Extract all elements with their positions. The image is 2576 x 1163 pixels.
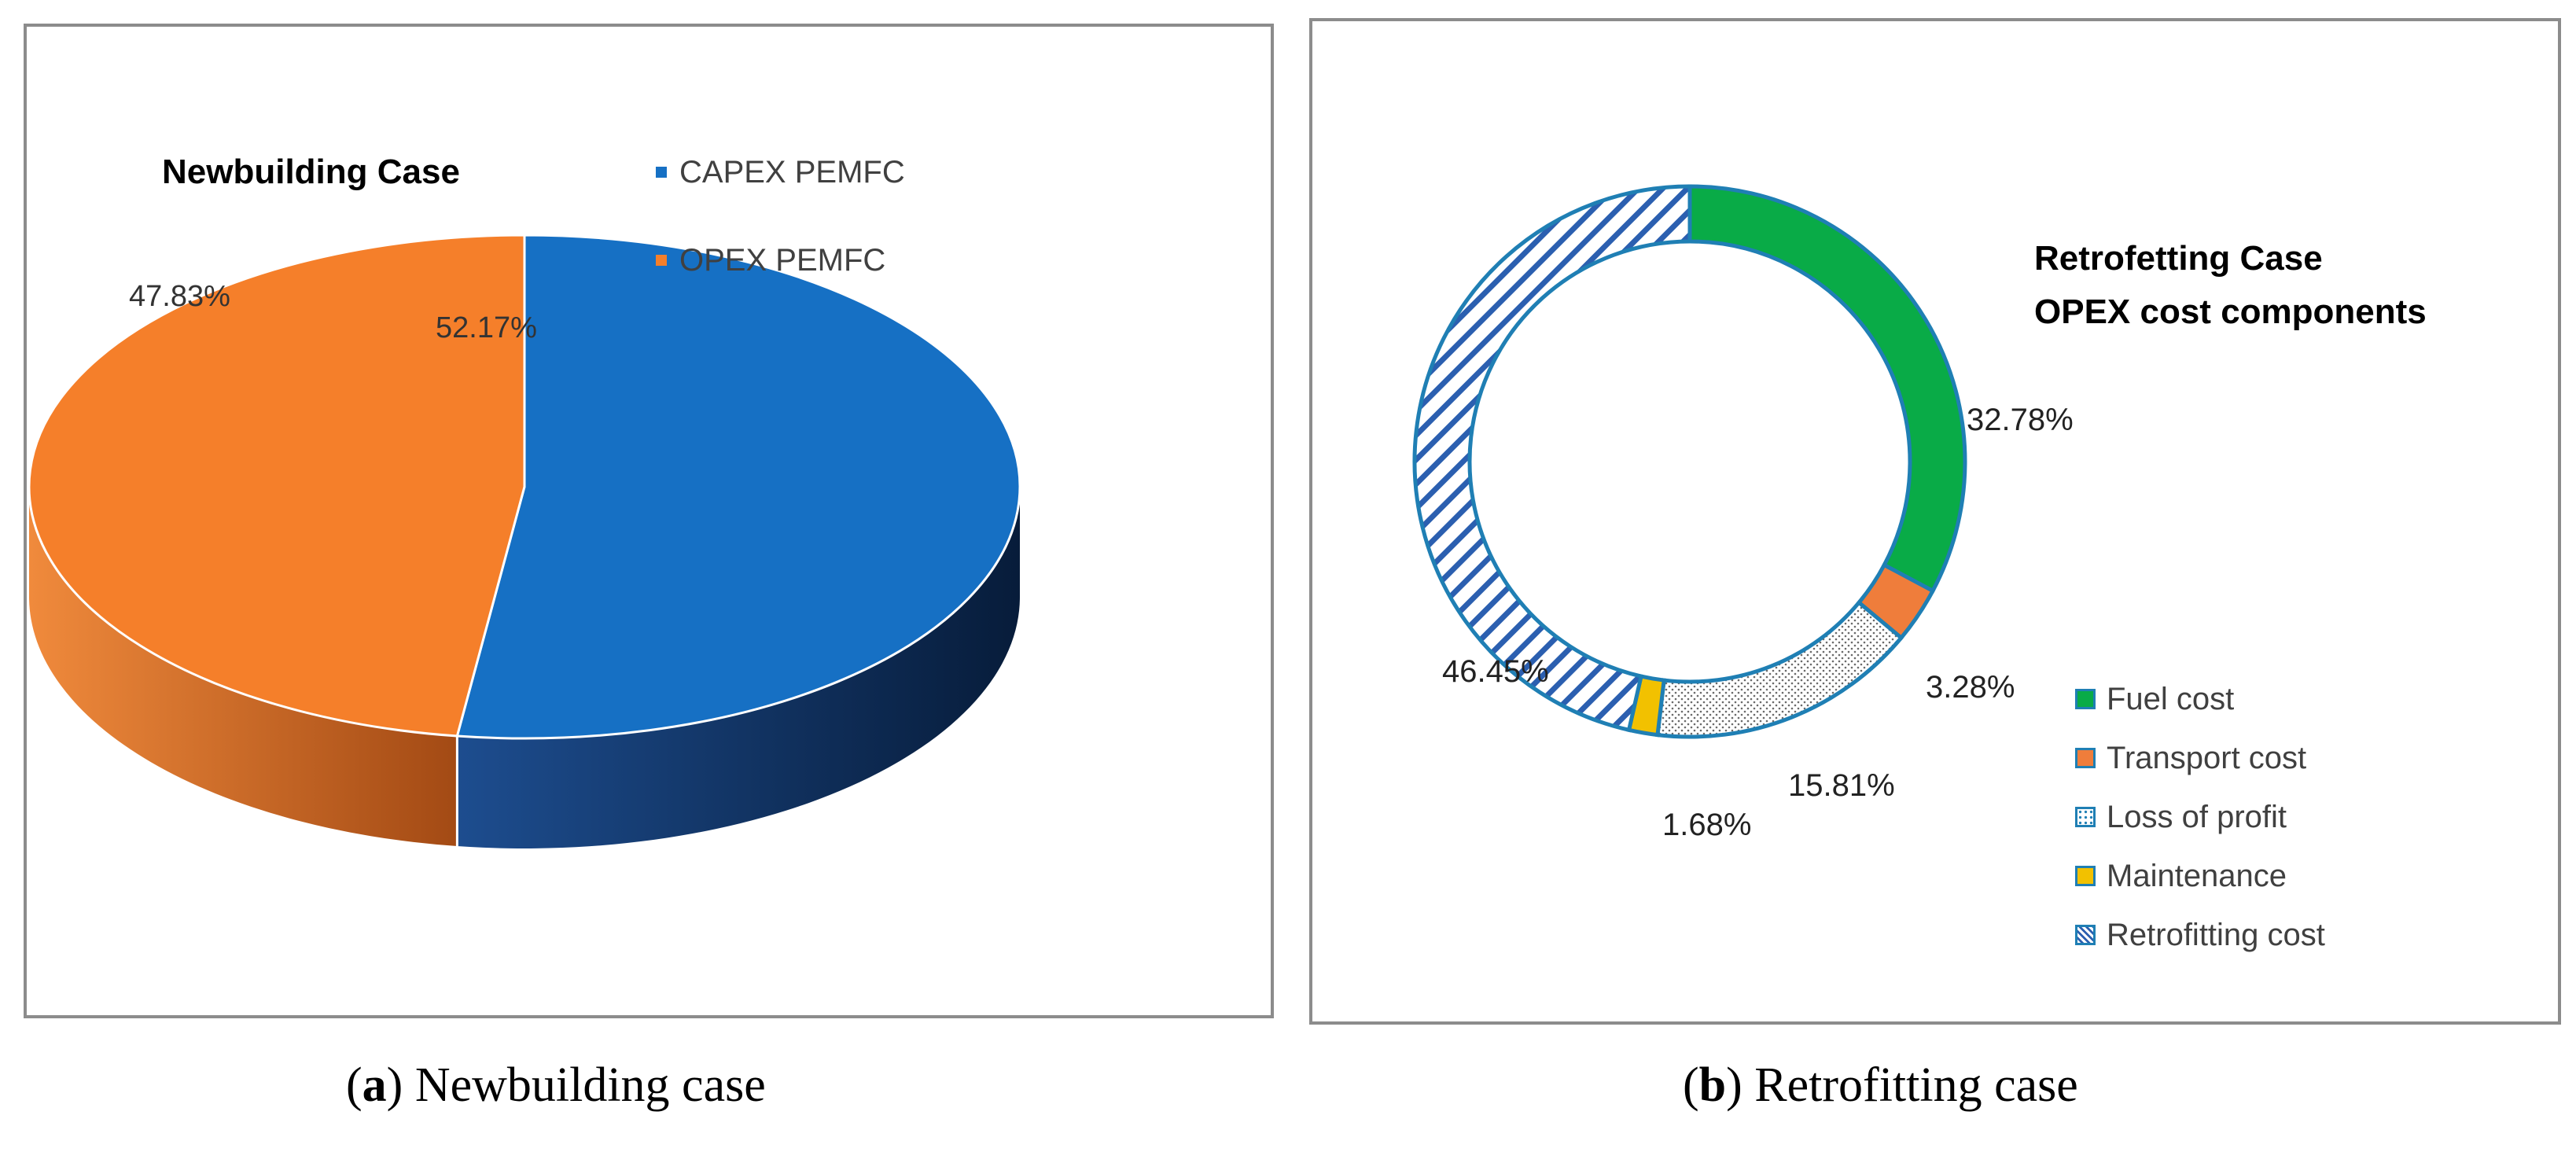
legend-item-loss-of-profit: Loss of profit	[2075, 793, 2325, 841]
data-label-capex-pemfc: 52.17%	[436, 311, 537, 344]
chart-title-line-2: OPEX cost components	[2034, 293, 2427, 331]
legend-swatch-retrofitting-cost	[2075, 925, 2096, 945]
pie-chart-3d: 52.17% 47.83%	[28, 234, 1021, 848]
legend-label-transport-cost: Transport cost	[2107, 740, 2307, 775]
slice-capex-pemfc	[455, 234, 1021, 740]
data-label-maintenance: 1.68%	[1662, 808, 1751, 842]
caption-b: (b) Retrofitting case	[1683, 1058, 2078, 1112]
legend-item-transport-cost: Transport cost	[2075, 734, 2325, 782]
legend-swatch-transport-cost	[2075, 748, 2096, 768]
donut-chart: 32.78% 3.28% 15.81% 1.68% 46.45%	[1412, 184, 2074, 842]
chart-title: Newbuilding Case	[162, 153, 460, 191]
chart-title-line-1: Retrofetting Case	[2034, 239, 2323, 278]
slice-side-capex-pemfc	[457, 487, 1020, 848]
slice-opex-pemfc	[28, 234, 526, 738]
donut-slice-fuel-cost	[1687, 184, 1967, 594]
legend-label-opex: OPEX PEMFC	[679, 242, 886, 278]
legend-swatch-fuel-cost	[2075, 689, 2096, 709]
caption-b-letter: b	[1698, 1058, 1727, 1112]
legend-label-retrofitting-cost: Retrofitting cost	[2107, 917, 2325, 952]
slice-side-opex-pemfc	[29, 487, 458, 847]
data-label-retrofitting-cost: 46.45%	[1442, 654, 1549, 689]
legend-swatch-opex	[656, 255, 667, 266]
legend-swatch-maintenance	[2075, 866, 2096, 886]
chart-title: Retrofetting Case OPEX cost components	[2034, 232, 2427, 339]
legend-label-capex: CAPEX PEMFC	[679, 154, 905, 190]
legend-item-retrofitting-cost: Retrofitting cost	[2075, 911, 2325, 959]
legend-item-maintenance: Maintenance	[2075, 852, 2325, 900]
donut-slice-loss-of-profit	[1655, 599, 1904, 739]
legend-label-maintenance: Maintenance	[2107, 858, 2287, 893]
legend-item-opex: OPEX PEMFC	[656, 237, 905, 284]
legend: Fuel cost Transport cost Loss of profit …	[2075, 675, 2325, 970]
data-label-loss-of-profit: 15.81%	[1788, 768, 1895, 803]
caption-a-letter: a	[362, 1058, 387, 1112]
caption-a: (a) Newbuilding case	[346, 1058, 766, 1112]
chart-panel-newbuilding: 52.17% 47.83% Newbuilding Case CAPEX PEMF…	[24, 24, 1274, 1018]
data-label-fuel-cost: 32.78%	[1967, 403, 2074, 437]
caption-b-text: Retrofitting case	[1754, 1058, 2078, 1112]
legend-swatch-capex	[656, 167, 667, 178]
legend-item-capex: CAPEX PEMFC	[656, 149, 905, 196]
legend: CAPEX PEMFC OPEX PEMFC	[656, 149, 905, 325]
chart-panel-retrofitting: 32.78% 3.28% 15.81% 1.68% 46.45% Retrofettin…	[1309, 18, 2561, 1025]
data-label-transport-cost: 3.28%	[1926, 670, 2015, 705]
legend-label-loss-of-profit: Loss of profit	[2107, 799, 2287, 834]
legend-item-fuel-cost: Fuel cost	[2075, 675, 2325, 723]
caption-a-text: Newbuilding case	[414, 1058, 766, 1112]
data-label-opex-pemfc: 47.83%	[129, 280, 230, 313]
legend-swatch-loss-of-profit	[2075, 807, 2096, 827]
legend-label-fuel-cost: Fuel cost	[2107, 681, 2235, 716]
donut-slice-retrofitting-cost	[1412, 184, 1692, 733]
